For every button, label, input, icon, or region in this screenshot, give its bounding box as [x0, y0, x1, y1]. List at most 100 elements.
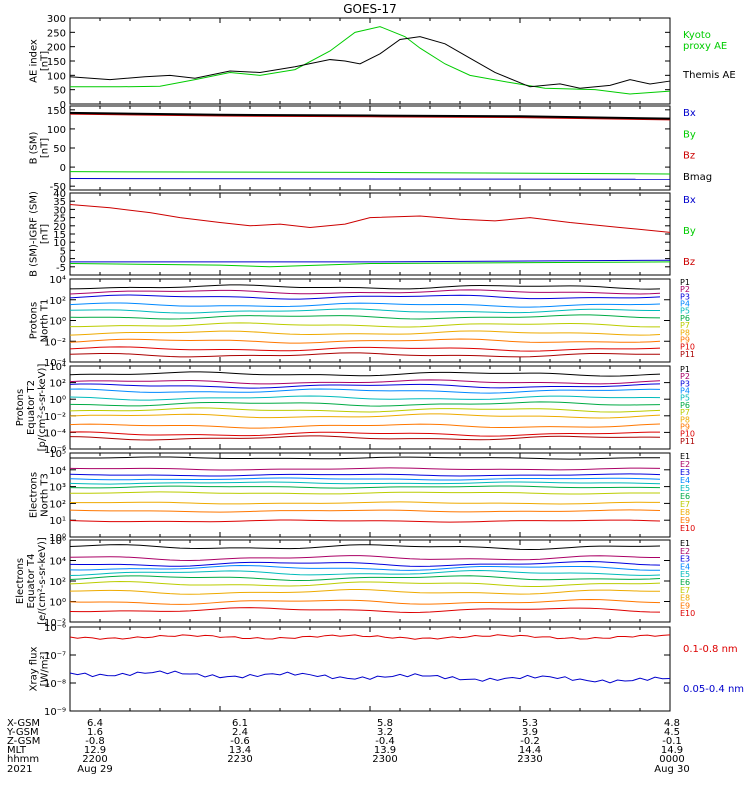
pe-y-tick-label: 10⁻⁴	[44, 428, 66, 439]
xaxis-cell: -0.2	[520, 736, 540, 747]
ee-channel-label: E9	[680, 601, 690, 610]
pe-y-tick-label: 10⁰	[49, 395, 66, 406]
xaxis-row-label: MLT	[7, 745, 27, 756]
pe-channel-label: P6	[680, 401, 690, 410]
ee-ylabel: Electrons	[15, 558, 26, 604]
en-y-tick-label: 10⁵	[49, 449, 66, 460]
ae-y-tick-label: 0	[60, 100, 66, 111]
xray-y-tick-label: 10⁻⁶	[44, 623, 66, 634]
bsm-y-tick-label: 150	[47, 106, 66, 117]
pe-channel-label: P2	[680, 372, 690, 381]
bigrf-y-tick-label: 10	[53, 238, 66, 249]
pn-channel-label: P3	[680, 292, 690, 301]
pn-channel-line	[69, 352, 661, 358]
bsm-series-line	[69, 111, 671, 120]
pe-channel-line	[69, 407, 661, 413]
pe-channel-line	[69, 388, 661, 394]
bigrf-legend-entry: Bx	[683, 195, 696, 206]
bigrf-y-tick-label: -5	[56, 263, 66, 274]
en-channel-label: E7	[680, 500, 690, 509]
ae-legend-entry: proxy AE	[683, 41, 727, 52]
en-channel-line	[69, 519, 661, 523]
xray-frame	[69, 626, 671, 712]
xaxis-cell: -0.1	[662, 736, 682, 747]
pn-channel-line	[69, 302, 661, 308]
bigrf-legend-entry: By	[683, 226, 696, 237]
en-channel-label: E3	[680, 468, 690, 477]
xaxis-cell: 13.4	[229, 745, 251, 756]
ee-channel-line	[69, 555, 661, 561]
ee-y-tick-label: 10⁰	[49, 598, 66, 609]
bigrf-series-line	[69, 261, 671, 268]
xray-y-tick-label: 10⁻⁷	[44, 651, 66, 662]
en-y-tick-label: 10²	[49, 499, 66, 510]
ae-series-line	[70, 26, 671, 95]
pn-channel-line	[69, 284, 661, 290]
ee-channel-label: E7	[680, 586, 690, 595]
bigrf-y-tick-label: 25	[53, 214, 66, 225]
ee-y-tick-label: 10⁻²	[44, 618, 66, 629]
en-y-tick-label: 10⁴	[49, 466, 66, 477]
pe-channel-line	[69, 423, 661, 429]
pe-channel-label: P4	[680, 387, 690, 396]
ae-ylabel: [nT]	[40, 51, 51, 71]
pn-channel-line	[69, 314, 661, 320]
ae-y-tick-label: 50	[53, 86, 66, 97]
en-channel-label: E8	[680, 508, 690, 517]
en-y-tick-label: 10³	[49, 483, 66, 494]
pe-channel-label: P10	[680, 430, 695, 439]
ee-channel-line	[69, 544, 661, 551]
bsm-y-tick-label: 0	[60, 163, 66, 174]
pn-channel-label: P8	[680, 328, 690, 337]
xaxis-row-label: hhmm	[7, 754, 39, 765]
bsm-series-line	[69, 178, 671, 180]
ee-y-tick-label: 10²	[49, 577, 66, 588]
bsm-ylabel: [nT]	[40, 138, 51, 158]
xaxis-cell: Aug 29	[77, 764, 112, 775]
pn-channel-line	[69, 346, 661, 352]
xaxis-cell: 2330	[517, 754, 542, 765]
en-y-tick-label: 10⁰	[49, 533, 66, 544]
xaxis-row-label: X-GSM	[7, 718, 40, 729]
pe-channel-label: P5	[680, 394, 690, 403]
en-channel-line	[69, 481, 661, 485]
en-channel-line	[69, 485, 661, 489]
pe-channel-label: P8	[680, 415, 690, 424]
xaxis-cell: 5.3	[522, 718, 538, 729]
en-channel-line	[69, 456, 661, 460]
xaxis-row-label: Y-GSM	[6, 727, 39, 738]
ae-y-tick-label: 150	[47, 57, 66, 68]
xray-legend-short: 0.05-0.4 nm	[683, 684, 744, 695]
ee-channel-line	[69, 581, 661, 587]
pe-ylabel: Equator T2	[26, 380, 37, 435]
xaxis-row-label: Z-GSM	[7, 736, 40, 747]
ee-y-tick-label: 10⁴	[49, 557, 66, 568]
pn-ylabel: Protons	[29, 302, 40, 339]
en-y-tick-label: 10¹	[49, 516, 66, 527]
pe-channel-line	[69, 379, 661, 385]
xaxis-cell: 14.9	[661, 745, 683, 756]
pn-channel-label: P10	[680, 343, 695, 352]
pe-channel-line	[69, 371, 661, 377]
pe-y-tick-label: 10⁻²	[44, 412, 66, 423]
en-channel-line	[69, 491, 661, 495]
pe-channel-line	[69, 431, 661, 437]
pn-y-tick-label: 10⁻⁴	[44, 358, 66, 369]
xaxis-cell: 6.4	[87, 718, 103, 729]
bigrf-y-tick-label: 35	[53, 197, 66, 208]
en-channel-label: E2	[680, 460, 690, 469]
xaxis-cell: 2300	[372, 754, 397, 765]
pn-y-tick-label: 10⁰	[49, 317, 66, 328]
en-ylabel: Electrons	[29, 472, 40, 518]
ae-y-tick-label: 300	[47, 14, 66, 25]
xray-ylabel: Xray flux	[29, 647, 40, 692]
bsm-series-line	[69, 171, 671, 175]
xaxis-row-label: 2021	[7, 764, 32, 775]
ae-legend-entry: Themis AE	[682, 70, 736, 81]
ae-frame	[69, 17, 671, 105]
pn-channel-label: P11	[680, 350, 695, 359]
ee-channel-label: E3	[680, 555, 690, 564]
ee-channel-label: E2	[680, 547, 690, 556]
pe-channel-label: P3	[680, 379, 690, 388]
